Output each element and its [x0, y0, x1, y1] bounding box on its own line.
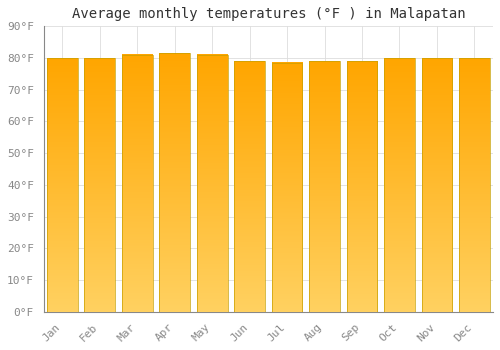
Bar — [384, 58, 415, 312]
Bar — [84, 58, 115, 312]
Bar — [197, 55, 228, 312]
Bar — [234, 61, 265, 312]
Bar — [422, 58, 452, 312]
Bar — [272, 63, 302, 312]
Bar — [309, 61, 340, 312]
Title: Average monthly temperatures (°F ) in Malapatan: Average monthly temperatures (°F ) in Ma… — [72, 7, 465, 21]
Bar — [160, 53, 190, 312]
Bar — [122, 55, 152, 312]
Bar — [459, 58, 490, 312]
Bar — [346, 61, 378, 312]
Bar — [47, 58, 78, 312]
